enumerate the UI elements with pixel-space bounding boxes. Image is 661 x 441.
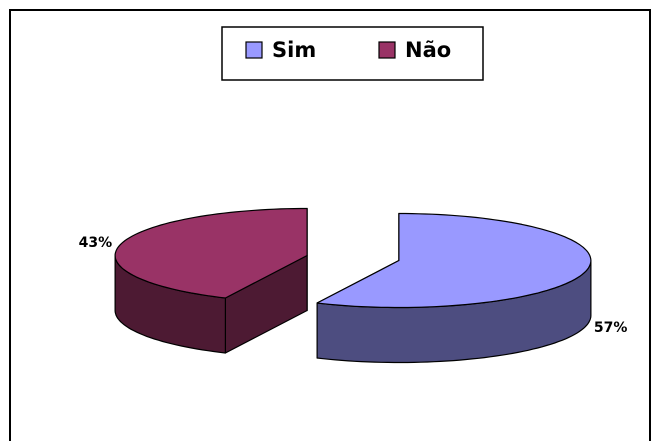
slice — [316, 212, 592, 309]
legend-label: Não — [405, 38, 451, 62]
legend-swatch — [245, 41, 263, 59]
legend-box — [221, 26, 484, 81]
legend-label: Sim — [272, 38, 316, 62]
slice — [114, 207, 308, 299]
value-label: 57% — [594, 320, 628, 336]
legend-swatch — [378, 41, 396, 59]
chart-border — [9, 9, 651, 441]
value-label: 43% — [79, 235, 113, 251]
